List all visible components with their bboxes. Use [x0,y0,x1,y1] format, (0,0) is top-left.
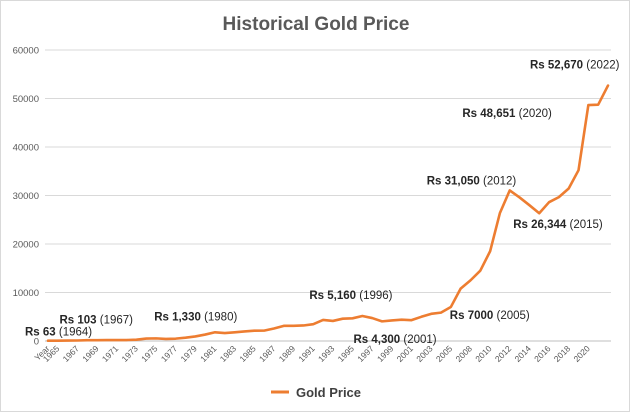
x-tick-label: 2018 [552,343,573,364]
data-label-year: (2001) [403,334,436,346]
data-label-year: (1996) [359,290,392,302]
data-label-value: Rs 4,300 [354,334,404,346]
data-label-value: Rs 31,050 [427,175,483,187]
y-tick-label: 0 [34,337,39,348]
data-label-value: Rs 48,651 [462,108,518,120]
data-label: Rs 48,651 (2020) [462,108,552,120]
data-label-year: (2012) [483,175,516,187]
x-tick-label: 1967 [61,343,82,364]
x-tick-label: 1969 [80,343,101,364]
data-label: Rs 52,670 (2022) [530,60,620,72]
x-tick-label: 1971 [100,343,121,364]
legend[interactable]: Gold Price [271,385,361,400]
x-tick-label: 1985 [237,343,258,364]
x-tick-label: 1989 [277,343,298,364]
y-tick-label: 30000 [13,191,39,202]
y-tick-label: 40000 [13,143,39,154]
x-tick-label: 1981 [198,343,219,364]
data-label-value: Rs 103 [59,315,99,327]
data-label-year: (1980) [204,312,237,324]
series-layer [46,84,610,342]
data-label: Rs 31,050 (2012) [427,175,517,187]
annotations: Rs 63 (1964)Rs 103 (1967) Rs 1,330 (1980)… [25,60,620,347]
x-tick-label: 1993 [316,343,337,364]
x-tick-label: 1977 [159,343,180,364]
series-line-gold-price [46,84,610,342]
data-label-year: (2022) [586,60,619,72]
x-tick-label: 1995 [336,343,357,364]
data-label-value: Rs 52,670 [530,60,586,72]
gridlines [45,49,611,342]
x-tick-label: 1991 [296,343,317,364]
data-label-year: (2015) [569,219,602,231]
data-label: Rs 103 (1967) [59,315,133,327]
data-label-value: Rs 63 [25,327,59,339]
y-tick-label: 50000 [13,94,39,105]
data-label-year: (1967) [100,315,133,327]
data-label-year: (2005) [496,310,529,322]
data-label-year: (1964) [59,327,92,339]
legend-label: Gold Price [296,385,361,400]
data-label: Rs 63 (1964) [25,327,92,339]
y-tick-label: 20000 [13,240,39,251]
data-label: Rs 7000 (2005) [450,310,530,322]
data-label-value: Rs 7000 [450,310,497,322]
x-tick-label: 1973 [119,343,140,364]
y-axis-ticks: 0 10000 20000 30000 40000 50000 60000 [13,46,39,348]
x-tick-label: 2016 [532,343,553,364]
data-label-value: Rs 1,330 [154,312,204,324]
x-tick-label: 2010 [473,343,494,364]
data-label: Rs 1,330 (1980) [154,312,237,324]
data-label: Rs 5,160 (1996) [309,290,392,302]
x-tick-label: 1983 [218,343,239,364]
data-label: Rs 26,344 (2015) [513,219,603,231]
y-tick-label: 60000 [13,46,39,57]
chart-title: Historical Gold Price [223,14,410,35]
x-tick-label: 2005 [434,343,455,364]
data-label-value: Rs 26,344 [513,219,569,231]
x-tick-label: 2014 [512,343,533,364]
x-tick-label: 2012 [493,343,514,364]
x-tick-label: 1997 [355,343,376,364]
x-tick-label: 2020 [571,343,592,364]
x-tick-label: 2008 [454,343,475,364]
x-tick-label: 1979 [178,343,199,364]
x-tick-label: 1987 [257,343,278,364]
x-tick-label: 2003 [414,343,435,364]
y-tick-label: 10000 [13,288,39,299]
data-label: Rs 4,300 (2001) [354,334,437,346]
x-tick-label: 1999 [375,343,396,364]
data-label-value: Rs 5,160 [309,290,359,302]
x-tick-label: 2001 [395,343,416,364]
data-label-year: (2020) [519,108,552,120]
x-tick-label: 1975 [139,343,160,364]
